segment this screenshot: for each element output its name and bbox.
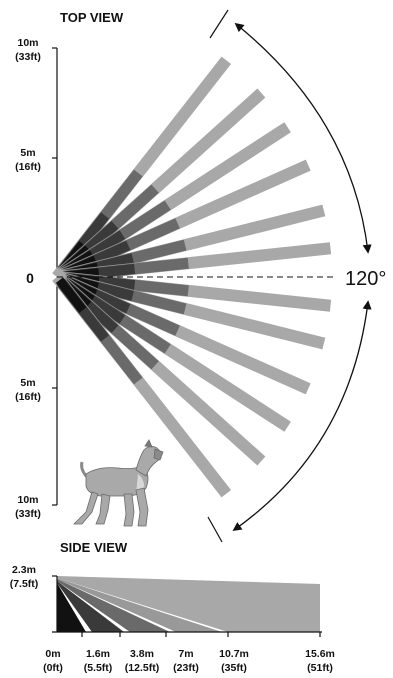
side-view-distance-ticks — [81, 632, 321, 637]
distance-label-12.5ft: (12.5ft) — [125, 662, 159, 674]
coverage-angle-label: 120° — [345, 268, 386, 290]
tick-label-16ft-top: (16ft) — [15, 161, 41, 173]
top-view-title: TOP VIEW — [60, 10, 124, 25]
tick-label-5m-top: 5m — [20, 147, 35, 159]
distance-label-3.8m: 3.8m — [130, 648, 154, 660]
distance-label-7m: 7m — [178, 648, 193, 660]
tick-label-33ft-top: (33ft) — [15, 51, 41, 63]
coverage-edge-upper — [209, 9, 229, 39]
side-zone-1.6m — [57, 583, 86, 632]
beam-12-zone-4 — [55, 277, 87, 313]
distance-label-1.6m: 1.6m — [86, 648, 110, 660]
tick-label-10m-top: 10m — [17, 37, 38, 49]
tick-label-zero: 0 — [26, 270, 34, 286]
tick-label-33ft-bottom: (33ft) — [15, 508, 41, 520]
side-view-zones — [57, 576, 320, 632]
tick-label-5m-bottom: 5m — [20, 377, 35, 389]
angle-arc-upper — [234, 22, 372, 254]
distance-label-23ft: (23ft) — [173, 662, 199, 674]
side-view-title: SIDE VIEW — [60, 540, 128, 555]
distance-label-51ft: (51ft) — [307, 662, 333, 674]
dog-icon — [73, 439, 164, 527]
distance-label-10.7m: 10.7m — [219, 648, 249, 660]
distance-label-0m: 0m — [45, 648, 60, 660]
height-label-ft: (7.5ft) — [10, 578, 39, 590]
height-label-m: 2.3m — [12, 564, 36, 576]
angle-arc-lower — [232, 300, 372, 532]
tick-label-10m-bottom: 10m — [17, 494, 38, 506]
distance-label-5.5ft: (5.5ft) — [84, 662, 113, 674]
coverage-edge-lower — [207, 516, 223, 543]
distance-label-15.6m: 15.6m — [305, 648, 335, 660]
tick-label-16ft-bottom: (16ft) — [15, 391, 41, 403]
distance-label-0ft: (0ft) — [43, 662, 63, 674]
distance-label-35ft: (35ft) — [221, 662, 247, 674]
